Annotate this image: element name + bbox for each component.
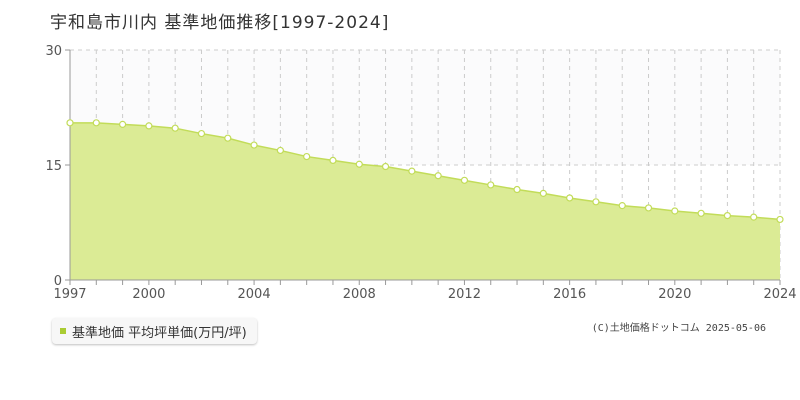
data-point [145, 122, 153, 130]
data-point [118, 120, 127, 128]
area-layer [70, 122, 781, 280]
data-point [171, 124, 179, 132]
series-line [70, 122, 781, 221]
data-point [434, 172, 442, 180]
data-point [776, 215, 784, 224]
data-point [566, 194, 574, 202]
data-point [539, 189, 547, 197]
data-point [487, 181, 495, 189]
data-point [329, 156, 337, 164]
x-tick-label: 2020 [658, 287, 691, 302]
markers [66, 119, 784, 224]
y-tick-label: 30 [45, 44, 62, 59]
data-point [92, 119, 100, 127]
data-point [303, 152, 311, 161]
data-point [276, 146, 284, 155]
tick-labels: 0 15 30 1997 2000 2004 2008 2012 2016 2020 2024 [45, 44, 796, 302]
data-point [513, 185, 521, 194]
x-tick-label: 2004 [238, 287, 271, 302]
copyright-credit: (C)土地価格ドットコム 2025-05-06 [591, 323, 766, 334]
legend-label: 基準地価 平均坪単価(万円/坪) [72, 325, 247, 341]
chart-title: 宇和島市川内 基準地価推移[1997-2024] [50, 13, 390, 33]
data-point [671, 207, 679, 215]
data-point [250, 141, 258, 149]
data-point [750, 213, 758, 221]
legend-swatch [60, 328, 66, 334]
data-point [408, 167, 416, 175]
x-tick-label: 1997 [53, 287, 86, 302]
data-point [592, 198, 600, 206]
data-point [66, 119, 74, 127]
data-point [460, 176, 469, 184]
x-tick-label: 2008 [343, 287, 376, 302]
y-tick-label: 0 [54, 274, 62, 289]
data-point [381, 162, 390, 171]
y-tick-label: 15 [45, 159, 62, 174]
axes [65, 49, 781, 285]
data-point [197, 129, 206, 138]
data-point [618, 202, 626, 210]
x-tick-label: 2012 [448, 287, 481, 302]
x-tick-label: 2016 [553, 287, 586, 302]
data-point [697, 209, 705, 217]
data-point [723, 212, 732, 220]
legend: 基準地価 平均坪単価(万円/坪) [52, 318, 257, 344]
x-tick-label: 2024 [763, 287, 796, 302]
data-point [644, 204, 653, 212]
series-area [70, 122, 780, 280]
data-point [224, 134, 232, 142]
data-point [355, 160, 363, 168]
x-tick-label: 2000 [132, 287, 165, 302]
